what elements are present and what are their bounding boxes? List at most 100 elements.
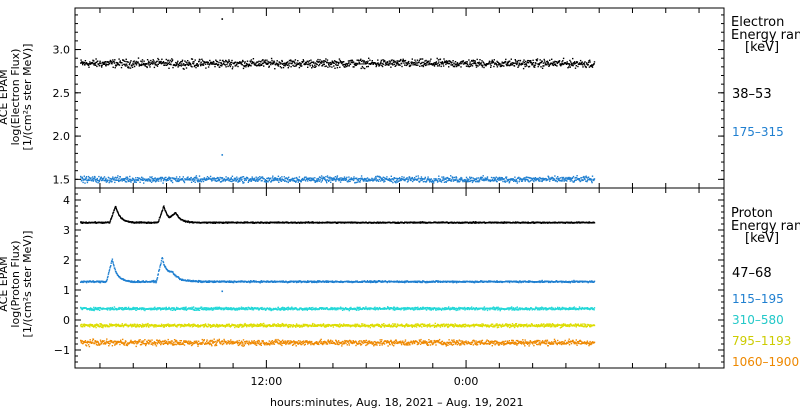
data-point	[375, 63, 377, 65]
data-point	[167, 215, 169, 217]
electron-ytick-label: 2.5	[53, 87, 71, 100]
data-point	[225, 179, 227, 181]
data-point	[425, 180, 428, 183]
data-point	[114, 269, 116, 271]
data-point	[116, 208, 118, 211]
data-point	[516, 182, 518, 184]
data-point	[472, 62, 474, 65]
data-point	[458, 181, 460, 183]
data-point	[212, 63, 214, 65]
data-point	[162, 207, 164, 209]
data-point	[178, 178, 180, 180]
data-point	[280, 67, 283, 69]
data-point	[121, 64, 123, 66]
data-point	[307, 63, 309, 66]
data-point	[555, 64, 557, 66]
data-point	[442, 179, 444, 181]
data-point	[413, 61, 415, 64]
data-point	[548, 64, 550, 67]
data-point	[523, 59, 525, 61]
data-point	[440, 65, 442, 68]
data-point	[128, 178, 131, 180]
data-point	[244, 62, 246, 64]
data-point	[187, 176, 189, 178]
data-point	[454, 63, 456, 65]
data-point	[563, 63, 565, 65]
data-point	[509, 178, 511, 180]
data-point	[474, 221, 476, 223]
proton-series-115–195	[80, 257, 596, 284]
data-point	[183, 68, 185, 70]
data-point	[532, 177, 535, 179]
data-point	[177, 276, 180, 278]
data-point	[565, 176, 567, 179]
data-point	[393, 63, 396, 65]
data-point	[561, 61, 563, 63]
data-point	[169, 215, 171, 218]
data-point	[298, 178, 300, 181]
data-point	[190, 58, 193, 60]
data-point	[589, 179, 592, 181]
data-point	[555, 61, 558, 63]
data-point	[93, 64, 95, 66]
data-point	[363, 60, 365, 62]
data-point	[157, 274, 159, 276]
data-point	[570, 61, 572, 63]
data-point	[154, 181, 157, 183]
data-point	[501, 177, 503, 179]
data-point	[330, 62, 332, 64]
data-point	[514, 62, 516, 64]
data-point	[93, 179, 95, 181]
data-point	[558, 179, 560, 182]
data-point	[174, 178, 177, 180]
data-point	[307, 177, 309, 179]
data-point	[423, 61, 425, 64]
data-point	[330, 181, 332, 183]
data-point	[109, 60, 111, 63]
data-point	[563, 180, 566, 182]
data-point	[558, 60, 560, 63]
data-point	[507, 64, 509, 66]
data-point	[470, 180, 472, 182]
data-point	[125, 58, 127, 60]
data-point	[370, 179, 373, 181]
data-point	[374, 179, 377, 181]
data-point	[306, 178, 308, 180]
data-point	[286, 281, 288, 283]
data-point	[572, 64, 574, 67]
data-point	[298, 176, 301, 178]
data-point	[277, 175, 280, 177]
data-point	[475, 178, 478, 181]
data-point	[313, 280, 315, 282]
data-point	[586, 180, 588, 183]
data-point	[316, 61, 319, 63]
data-point	[114, 179, 116, 181]
data-point	[569, 59, 571, 62]
data-point	[298, 63, 300, 65]
data-point	[534, 62, 537, 64]
data-point	[129, 63, 131, 65]
data-point	[85, 281, 88, 284]
data-point	[278, 63, 280, 66]
data-point	[268, 65, 270, 67]
data-point	[561, 178, 564, 180]
data-point	[354, 62, 356, 64]
data-point	[339, 59, 341, 62]
data-point	[216, 63, 218, 65]
data-point	[541, 60, 543, 63]
data-point	[406, 280, 408, 282]
data-point	[151, 61, 154, 63]
data-point	[507, 180, 510, 182]
data-point	[553, 221, 556, 223]
data-point	[402, 60, 404, 63]
data-point	[349, 63, 352, 65]
data-point	[206, 222, 209, 224]
data-point	[407, 180, 409, 182]
data-point	[242, 180, 244, 183]
data-point	[164, 208, 166, 210]
data-point	[192, 62, 194, 65]
data-point	[351, 60, 354, 62]
data-point	[262, 62, 264, 64]
data-point	[211, 63, 213, 65]
data-point	[405, 64, 407, 67]
